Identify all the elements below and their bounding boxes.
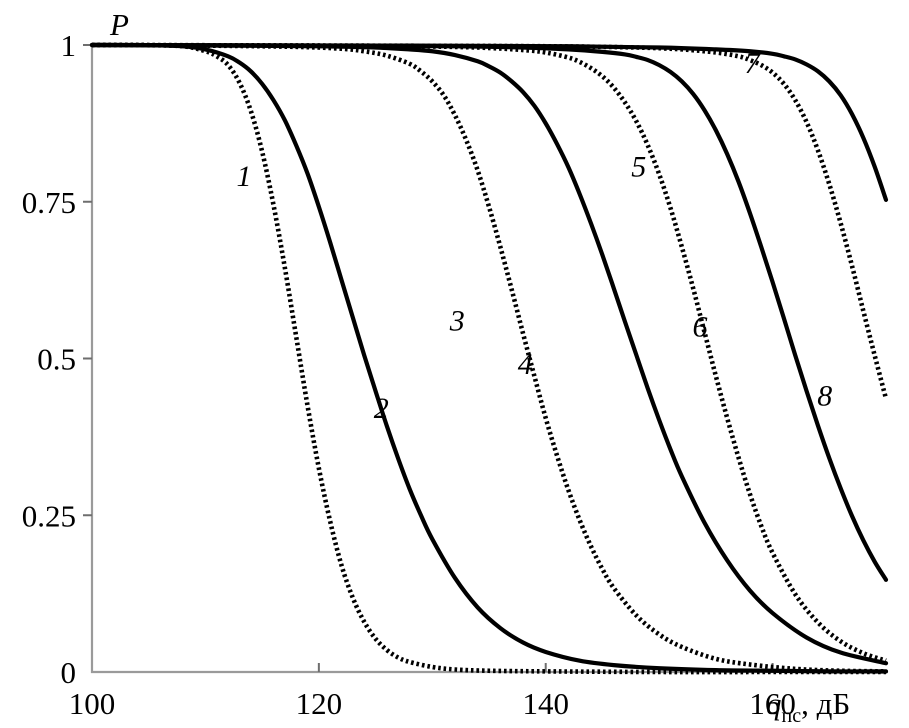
curve-series-group (89, 42, 889, 675)
curve-label-5: 5 (631, 151, 646, 184)
axis-lines (90, 43, 888, 674)
x-axis-title: qпс, дБ (766, 686, 850, 727)
y-axis-title: P (109, 7, 129, 42)
x-tick-label-3: 160 (749, 686, 796, 721)
x-tick-label-1: 120 (296, 686, 343, 721)
curve-number-labels: 1 2 3 4 5 6 7 8 (236, 47, 832, 425)
y-tick-label-3: 0.75 (22, 185, 76, 220)
curve-2 (89, 42, 889, 674)
axes (83, 43, 888, 674)
curve-8 (89, 42, 889, 202)
curve-4 (89, 42, 889, 666)
curve-label-4: 4 (518, 348, 533, 381)
curve-6 (89, 42, 889, 582)
curve-5 (91, 42, 887, 663)
tick-labels: 0 0.25 0.5 0.75 1 100 120 140 160 (22, 28, 796, 721)
y-tick-label-1: 0.25 (22, 498, 76, 533)
curve-label-6: 6 (692, 311, 707, 344)
curve-1 (91, 42, 886, 675)
curve-label-7: 7 (745, 47, 762, 80)
y-tick-label-0: 0 (61, 655, 77, 690)
curve-label-1: 1 (236, 160, 251, 193)
y-tick-label-2: 0.5 (37, 342, 76, 377)
curve-label-8: 8 (817, 380, 832, 413)
y-tick-label-4: 1 (61, 28, 77, 63)
curve-label-3: 3 (449, 304, 465, 337)
x-tick-label-0: 100 (69, 686, 116, 721)
curve-label-2: 2 (374, 392, 389, 425)
curve-7 (91, 42, 889, 400)
curve-3 (91, 42, 887, 674)
x-tick-label-2: 140 (522, 686, 569, 721)
